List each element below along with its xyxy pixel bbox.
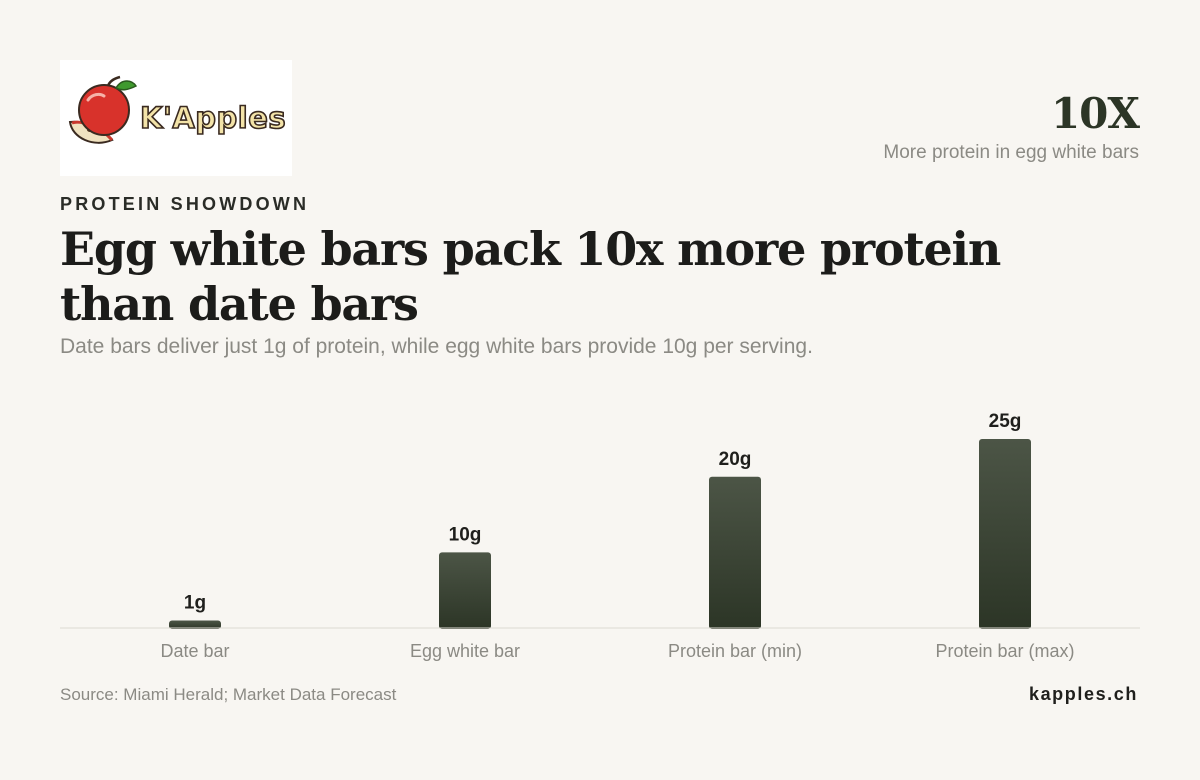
- headline: Egg white bars pack 10x more protein tha…: [60, 222, 1001, 331]
- bar-protein-bar-min: [709, 476, 761, 629]
- apple-icon: [68, 75, 138, 144]
- site-link[interactable]: kapples.ch: [1028, 684, 1138, 704]
- bar-egg-white-bar: [439, 552, 491, 629]
- category-label: Egg white bar: [410, 641, 520, 661]
- category-label: Protein bar (min): [668, 641, 802, 661]
- bars-layer: [169, 439, 1031, 629]
- source-note: Source: Miami Herald; Market Data Foreca…: [60, 685, 397, 704]
- category-label: Date bar: [160, 641, 229, 661]
- chart-svg: 1g Date bar 10g Egg white bar 20g Protein bar…: [60, 411, 1140, 661]
- bar-date-bar: [169, 620, 221, 629]
- logo-wordmark: K'Apples: [140, 101, 286, 135]
- key-stat: 10X More protein in egg white bars: [883, 88, 1140, 164]
- bar-value-label: 25g: [989, 411, 1022, 432]
- key-stat-caption: More protein in egg white bars: [883, 142, 1139, 163]
- bar-value-label: 10g: [449, 524, 482, 545]
- bar-value-label: 20g: [719, 449, 752, 470]
- protein-bar-chart: 1g Date bar 10g Egg white bar 20g Protein bar…: [60, 395, 1140, 675]
- subtitle: Date bars deliver just 1g of protein, wh…: [60, 335, 813, 358]
- eyebrow-label: PROTEIN SHOWDOWN: [60, 194, 310, 214]
- labels-layer: 1g Date bar 10g Egg white bar 20g Protein bar…: [160, 411, 1074, 661]
- bar-value-label: 1g: [184, 592, 206, 613]
- kapples-logo: K'Apples: [68, 75, 286, 144]
- category-label: Protein bar (max): [935, 641, 1074, 661]
- bar-protein-bar-max: [979, 439, 1031, 629]
- brand-logo: K'Apples: [60, 60, 292, 176]
- key-stat-value: 10X: [1050, 89, 1140, 138]
